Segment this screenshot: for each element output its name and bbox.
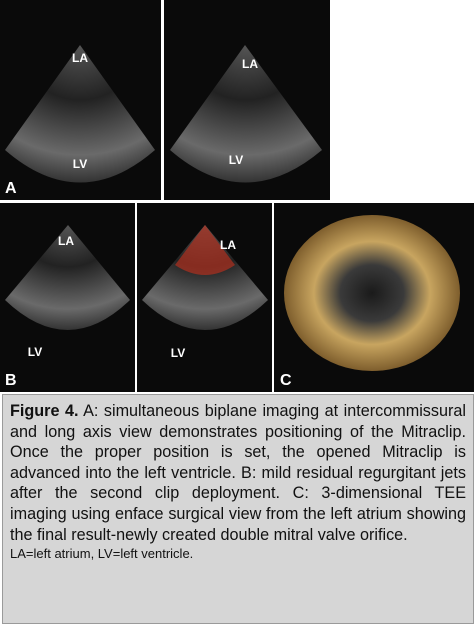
- label: LV: [229, 153, 243, 167]
- label: LV: [171, 346, 185, 360]
- panel-letter: C: [280, 372, 292, 389]
- label: LA: [58, 234, 74, 248]
- echo-fan: [5, 45, 155, 183]
- figure-images: LA LV LA LV A LA LV LA LV B C: [0, 0, 474, 392]
- footnote: LA=left atrium, LV=left ventricle.: [10, 546, 194, 562]
- panel-letter: B: [5, 372, 17, 389]
- echo-fan: [170, 45, 322, 183]
- caption-text: A: simultaneous biplane imaging at inter…: [10, 402, 466, 544]
- color-doppler: [175, 225, 235, 275]
- label: LV: [73, 157, 87, 171]
- echo-fan: [5, 225, 130, 330]
- caption-label: Figure 4.: [10, 402, 79, 420]
- caption: Figure 4. A: simultaneous biplane imagin…: [2, 394, 474, 624]
- divider: [161, 0, 164, 200]
- label: LA: [220, 238, 236, 252]
- 3d-view: [284, 215, 460, 371]
- label: LA: [72, 51, 88, 65]
- label: LA: [242, 57, 258, 71]
- label: LV: [28, 345, 42, 359]
- echo-fan: [142, 225, 268, 330]
- panel-letter: A: [5, 180, 17, 197]
